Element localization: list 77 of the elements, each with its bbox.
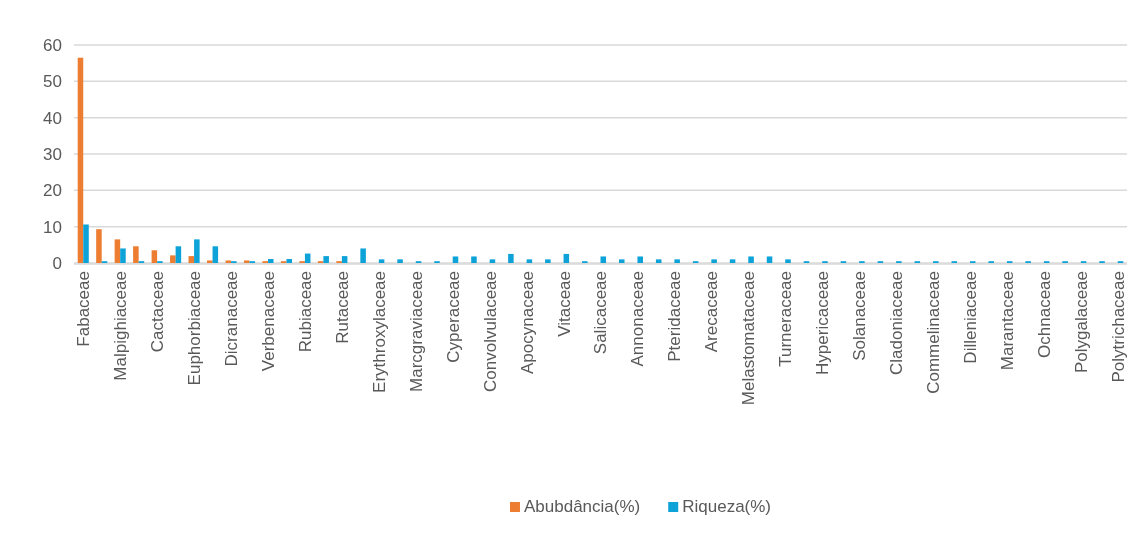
bar bbox=[194, 239, 200, 263]
bar bbox=[83, 224, 89, 263]
bar bbox=[489, 259, 496, 263]
x-tick-label: Marantaceae bbox=[997, 271, 1017, 371]
bar bbox=[243, 260, 250, 263]
bar bbox=[729, 259, 736, 263]
x-tick-label: Erythroxylaceae bbox=[369, 271, 389, 393]
x-tick-label: Dilleniaceae bbox=[960, 271, 980, 364]
bar bbox=[188, 256, 195, 263]
bar bbox=[600, 256, 607, 263]
x-tick-label: Cactaceae bbox=[148, 271, 168, 353]
x-tick-label: Melastomataceae bbox=[739, 271, 759, 406]
x-tick-label: Euphorbiaceae bbox=[185, 271, 205, 386]
bar bbox=[360, 248, 366, 263]
bar bbox=[207, 260, 213, 263]
bar bbox=[545, 259, 551, 263]
bar bbox=[563, 253, 570, 263]
x-tick-label: Fabaceae bbox=[74, 271, 94, 347]
x-tick-label: Rutaceae bbox=[332, 271, 352, 344]
x-tick-label: Hypericaceae bbox=[813, 271, 833, 375]
y-tick-label: 0 bbox=[52, 253, 62, 273]
bar bbox=[785, 259, 791, 263]
bar bbox=[114, 239, 121, 263]
x-tick-label: Cladoniaceae bbox=[887, 271, 907, 375]
bar bbox=[471, 256, 477, 263]
y-tick-label: 40 bbox=[43, 108, 62, 128]
x-tick-label: Verbenaceae bbox=[258, 271, 278, 372]
x-tick-label: Marcgraviaceae bbox=[406, 271, 426, 392]
bar bbox=[397, 259, 403, 263]
y-tick-label: 60 bbox=[43, 35, 62, 55]
bar bbox=[77, 57, 84, 263]
x-tick-label: Convolvulaceae bbox=[480, 271, 500, 392]
bar bbox=[170, 255, 176, 263]
x-tick-label: Pteridaceae bbox=[665, 271, 685, 362]
y-tick-label: 20 bbox=[43, 181, 62, 201]
legend-label: Abubdância(%) bbox=[523, 497, 641, 516]
bar bbox=[452, 256, 459, 263]
bar bbox=[96, 229, 102, 263]
x-tick-label: Annonaceae bbox=[628, 271, 648, 367]
x-tick-label: Rubiaceae bbox=[295, 271, 315, 353]
bar bbox=[212, 246, 219, 263]
bar bbox=[133, 246, 139, 263]
y-tick-label: 50 bbox=[43, 72, 62, 92]
bar bbox=[267, 259, 274, 263]
bar bbox=[766, 256, 773, 263]
x-tick-label: Malpighiaceae bbox=[111, 271, 131, 381]
x-tick-label: Cyperaceae bbox=[443, 271, 463, 363]
bar bbox=[378, 259, 385, 263]
bar bbox=[323, 256, 329, 263]
bar bbox=[711, 259, 717, 263]
bar bbox=[526, 259, 533, 263]
bar bbox=[175, 246, 182, 263]
x-tick-label: Dicranaceae bbox=[221, 271, 241, 367]
bar bbox=[286, 259, 292, 263]
bar bbox=[341, 256, 348, 263]
y-tick-label: 10 bbox=[43, 217, 62, 237]
bar bbox=[618, 259, 625, 263]
legend-label: Riqueza(%) bbox=[682, 497, 772, 516]
bar bbox=[637, 256, 643, 263]
x-tick-label: Arecaceae bbox=[702, 271, 722, 353]
bar bbox=[508, 253, 514, 263]
bar bbox=[655, 259, 662, 263]
bar bbox=[748, 256, 754, 263]
x-tick-label: Commelinaceae bbox=[923, 271, 943, 394]
x-tick-label: Polytrichaceae bbox=[1108, 271, 1128, 383]
x-tick-label: Ochnaceae bbox=[1034, 271, 1054, 358]
bar bbox=[674, 259, 680, 263]
x-tick-label: Turneraceae bbox=[776, 271, 796, 367]
y-tick-label: 30 bbox=[43, 144, 62, 164]
x-tick-label: Apocynaceae bbox=[517, 271, 537, 375]
x-tick-label: Vitaceae bbox=[554, 271, 574, 337]
bar bbox=[151, 250, 158, 263]
bar bbox=[225, 260, 232, 263]
bar bbox=[120, 248, 126, 263]
x-tick-label: Solanaceae bbox=[850, 271, 870, 361]
x-tick-label: Salicaceae bbox=[591, 271, 611, 355]
x-tick-label: Polygalaceae bbox=[1071, 271, 1091, 374]
